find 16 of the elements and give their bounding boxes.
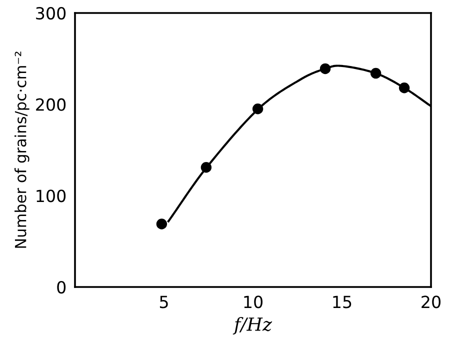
point xyxy=(200,162,212,173)
x-tick-label: 20 xyxy=(422,296,440,308)
x-axis-title: f/Hz xyxy=(232,317,272,334)
point xyxy=(252,104,264,114)
point xyxy=(156,218,168,230)
y-tick-label: 300 xyxy=(36,6,66,20)
y-tick-label: 100 xyxy=(36,190,66,202)
x-tick-label: 15 xyxy=(333,296,352,308)
point xyxy=(370,68,382,79)
y-axis-title: Number of grains/pc·cm⁻² xyxy=(14,52,30,248)
point xyxy=(320,63,331,74)
x-tick-label: 5 xyxy=(160,296,168,308)
x-tick-label: 10 xyxy=(244,296,262,308)
y-tick-label: 200 xyxy=(36,98,66,111)
point xyxy=(398,82,410,94)
y-tick-label: 0 xyxy=(57,280,66,294)
